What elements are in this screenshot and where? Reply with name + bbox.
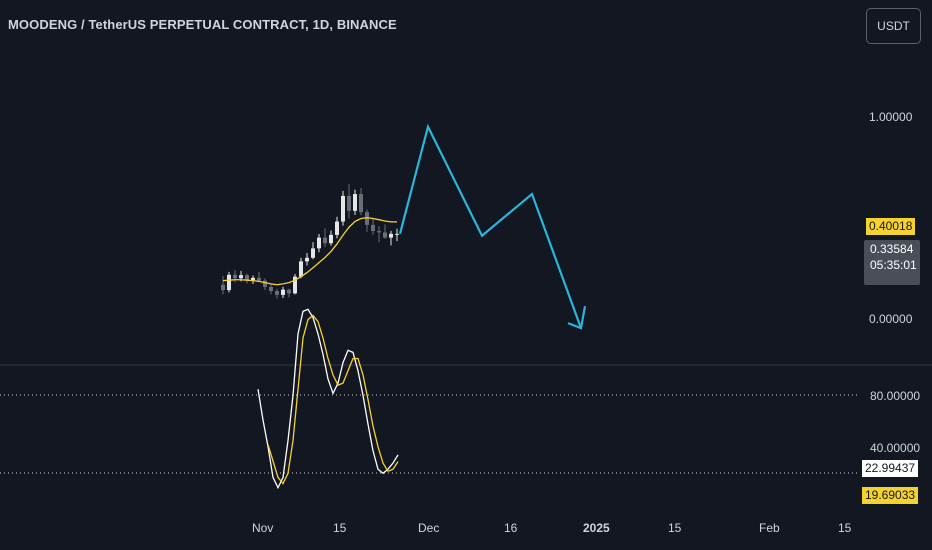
ma-line <box>222 217 398 286</box>
candle-body <box>251 277 255 281</box>
candle-body <box>287 289 291 294</box>
candle-body <box>293 276 297 294</box>
time-label-dec16: 16 <box>504 521 518 535</box>
candle-body <box>239 275 243 279</box>
time-label-feb: Feb <box>759 521 780 535</box>
candle-body <box>275 291 279 295</box>
ma-value-badge: 0.40018 <box>866 218 916 235</box>
time-label-feb15: 15 <box>838 521 852 535</box>
stoch-d-badge: 19.69033 <box>862 487 919 504</box>
candle-body <box>341 195 345 222</box>
candle-body <box>233 274 237 279</box>
last-price-badge: 0.33584 <box>870 242 914 256</box>
candle-body <box>329 234 333 244</box>
projection-line <box>398 123 583 329</box>
candle-body <box>281 289 285 295</box>
candle-body <box>371 224 375 232</box>
currency-selector[interactable]: USDT <box>866 8 921 44</box>
last-price-box: 0.33584 05:35:01 <box>864 240 920 285</box>
stoch-k-badge: 22.99437 <box>862 460 919 477</box>
candle-body <box>365 212 369 225</box>
candle-body <box>221 284 225 291</box>
price-tick-0: 0.00000 <box>869 312 913 326</box>
candles <box>221 184 399 299</box>
candle-body <box>305 257 309 262</box>
candle-body <box>269 286 273 292</box>
time-label-dec: Dec <box>418 521 440 535</box>
candle-body <box>257 277 261 281</box>
chart-title: MOODENG / TetherUS PERPETUAL CONTRACT, 1… <box>8 17 397 32</box>
candle-body <box>245 275 249 281</box>
candle-body <box>335 221 339 235</box>
projection-arrowhead <box>567 305 587 330</box>
candle-body <box>347 195 351 211</box>
osc-tick-80: 80.00000 <box>870 389 921 403</box>
time-label-nov: Nov <box>252 521 274 535</box>
stoch-d-line <box>267 314 399 485</box>
time-label-nov15: 15 <box>333 521 347 535</box>
candle-body <box>383 232 387 238</box>
candle-body <box>353 194 357 211</box>
stoch-k-line <box>257 308 399 490</box>
time-label-jan15: 15 <box>668 521 682 535</box>
candle-body <box>389 233 393 238</box>
candle-body <box>317 237 321 249</box>
osc-tick-40: 40.00000 <box>870 441 921 455</box>
candle-body <box>377 231 381 233</box>
candle-body <box>359 194 363 213</box>
countdown-badge: 05:35:01 <box>870 258 917 272</box>
candle-body <box>227 274 231 291</box>
candle-body <box>395 233 399 235</box>
time-label-2025: 2025 <box>583 521 610 535</box>
candle-body <box>311 248 315 258</box>
price-tick-1: 1.00000 <box>869 110 913 124</box>
candle-body <box>299 261 303 277</box>
candle-body <box>263 280 267 287</box>
candle-body <box>323 237 327 244</box>
